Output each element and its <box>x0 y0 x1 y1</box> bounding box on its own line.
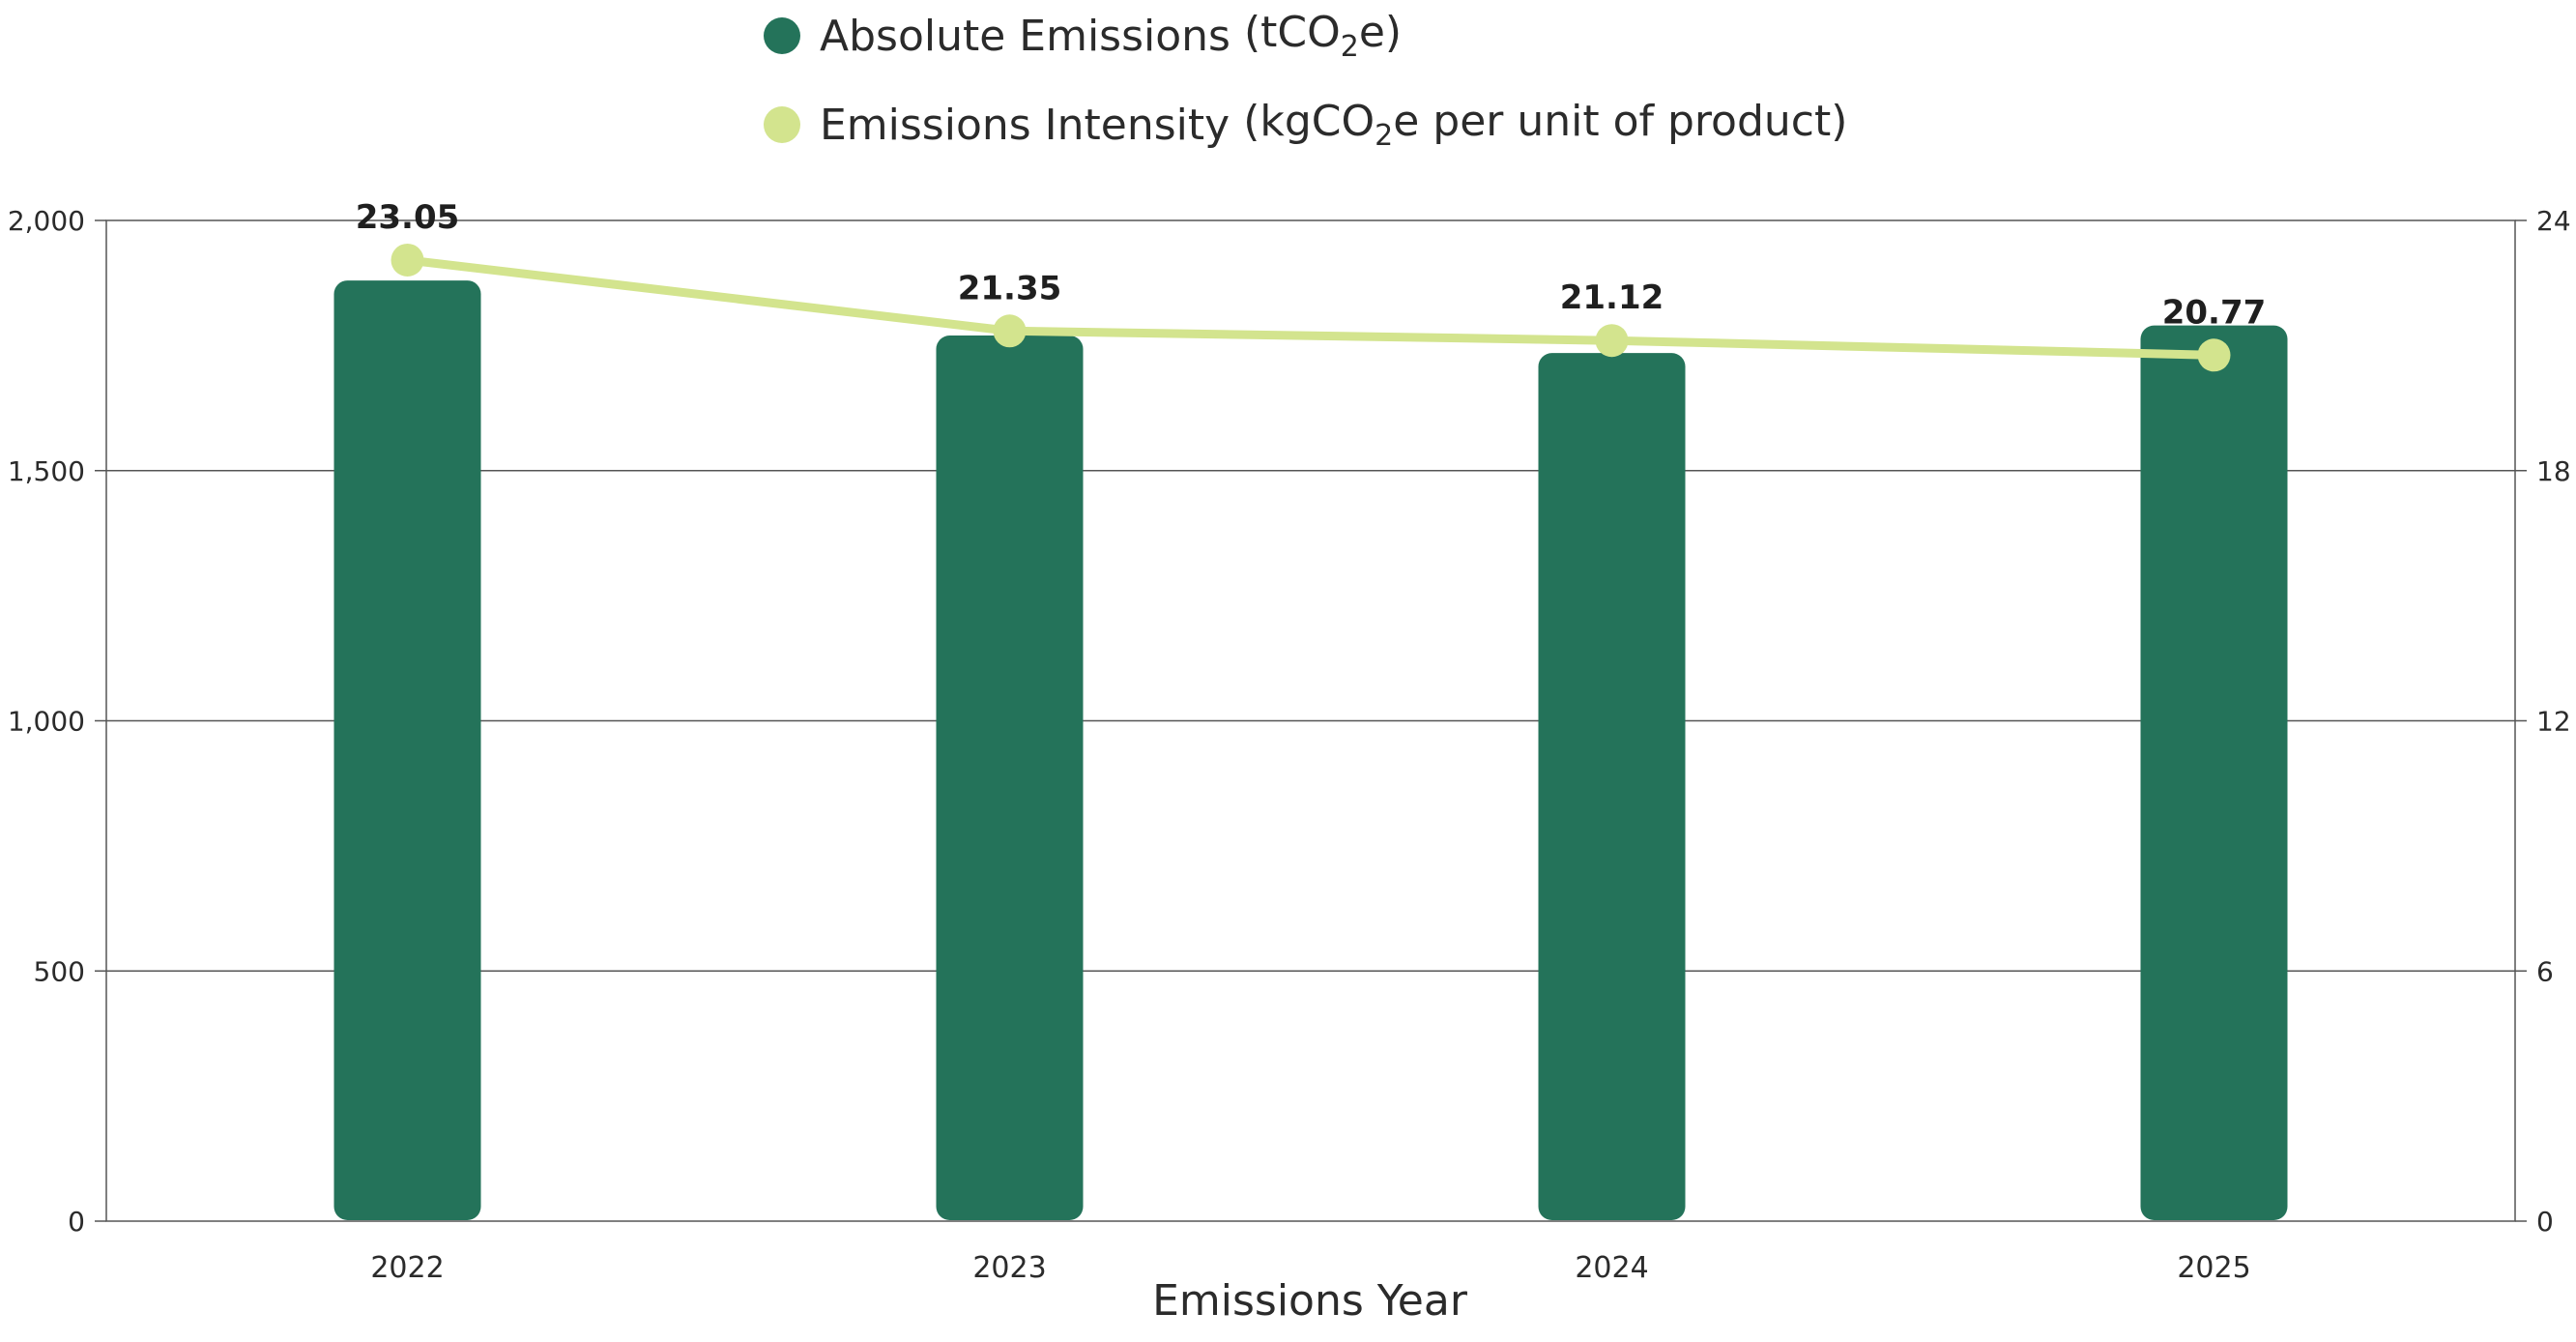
bar-2022 <box>333 280 481 1221</box>
intensity-point-2025 <box>2197 338 2231 372</box>
y2-tick-label: 18 <box>2536 455 2571 487</box>
intensity-point-2024 <box>1595 324 1629 358</box>
data-label-2023: 21.35 <box>958 269 1062 307</box>
legend-marker-absolute-emissions <box>764 17 800 54</box>
legend-marker-emissions-intensity <box>764 106 800 143</box>
x-tick-label-2024: 2024 <box>1575 1251 1648 1285</box>
data-label-2025: 20.77 <box>2162 293 2267 332</box>
y-tick-label: 2,000 <box>8 205 85 237</box>
legend-label-emissions-intensity: Emissions Intensity <box>820 100 1230 150</box>
y-tick-label: 500 <box>34 955 85 987</box>
y-tick-label: 1,000 <box>8 706 85 738</box>
x-axis-title: Emissions Year <box>1152 1276 1468 1326</box>
data-label-2024: 21.12 <box>1560 278 1664 317</box>
legend-unit-absolute-emissions: (tCO2e) <box>1243 8 1403 64</box>
bar-2024 <box>1538 353 1686 1220</box>
y2-tick-label: 6 <box>2536 955 2554 987</box>
intensity-point-2023 <box>993 314 1027 348</box>
y2-tick-label: 12 <box>2536 706 2571 738</box>
legend-label-absolute-emissions: Absolute Emissions <box>820 11 1230 61</box>
bar-2025 <box>2140 325 2288 1220</box>
legend-item-emissions-intensity: Emissions Intensity (kgCO2e per unit of … <box>764 97 1847 153</box>
bar-2023 <box>936 336 1084 1220</box>
x-tick-label-2023: 2023 <box>972 1251 1046 1285</box>
y2-tick-label: 0 <box>2536 1206 2554 1238</box>
data-label-2022: 23.05 <box>356 198 460 237</box>
y-tick-label: 1,500 <box>8 455 85 487</box>
y2-tick-label: 24 <box>2536 205 2571 237</box>
intensity-point-2022 <box>391 243 424 277</box>
intensity-line <box>403 255 2218 360</box>
y-tick-label: 0 <box>68 1206 85 1238</box>
x-tick-label-2025: 2025 <box>2177 1251 2250 1285</box>
legend-unit-emissions-intensity: (kgCO2e per unit of product) <box>1243 97 1848 153</box>
x-tick-label-2022: 2022 <box>370 1251 444 1285</box>
legend-item-absolute-emissions: Absolute Emissions (tCO2e) <box>764 8 1402 64</box>
